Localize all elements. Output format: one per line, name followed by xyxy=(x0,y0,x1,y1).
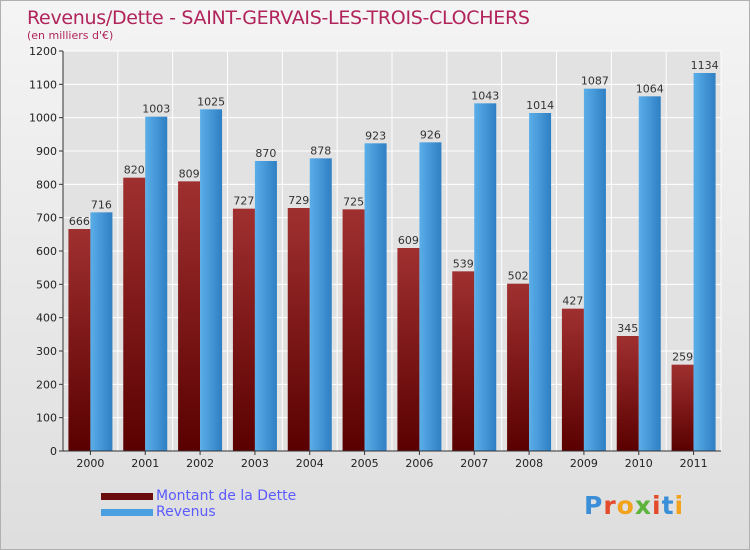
y-tick-label: 700 xyxy=(36,212,57,225)
data-label-debt: 729 xyxy=(288,194,309,207)
y-tick-label: 300 xyxy=(36,345,57,358)
bar-debt xyxy=(397,248,420,451)
bar-debt xyxy=(671,364,694,451)
legend-item-debt: Montant de la Dette xyxy=(101,488,296,504)
bar-revenus xyxy=(529,113,552,451)
legend-swatch-revenus xyxy=(101,508,153,516)
data-label-revenus: 1043 xyxy=(471,89,499,102)
bar-debt xyxy=(342,209,365,451)
data-label-revenus: 1014 xyxy=(526,99,554,112)
x-tick-label: 2004 xyxy=(296,457,324,470)
logo-letter: x xyxy=(634,491,652,520)
x-tick-label: 2000 xyxy=(76,457,104,470)
bar-debt xyxy=(68,229,91,451)
data-label-debt: 727 xyxy=(233,195,254,208)
legend-item-revenus: Revenus xyxy=(101,504,296,520)
data-label-revenus: 923 xyxy=(365,129,386,142)
y-tick-label: 200 xyxy=(36,378,57,391)
bar-debt xyxy=(561,308,584,451)
x-tick-label: 2003 xyxy=(241,457,269,470)
x-tick-label: 2005 xyxy=(351,457,379,470)
legend: Montant de la Dette Revenus xyxy=(101,488,296,520)
bar-revenus xyxy=(583,88,606,452)
bar-debt xyxy=(287,208,310,451)
data-label-debt: 345 xyxy=(617,322,638,335)
chart-subtitle: (en milliers d'€) xyxy=(27,29,114,42)
bar-debt xyxy=(232,208,255,451)
x-tick-label: 2007 xyxy=(460,457,488,470)
logo-letter: P xyxy=(584,491,604,520)
bar-debt xyxy=(616,336,639,451)
y-tick-label: 600 xyxy=(36,245,57,258)
bar-debt xyxy=(507,283,530,451)
data-label-debt: 502 xyxy=(508,270,529,283)
bar-revenus xyxy=(254,161,277,451)
y-tick-label: 100 xyxy=(36,412,57,425)
data-label-revenus: 870 xyxy=(255,147,276,160)
y-tick-label: 400 xyxy=(36,312,57,325)
logo-letter: o xyxy=(616,491,635,520)
x-tick-label: 2006 xyxy=(405,457,433,470)
x-tick-label: 2009 xyxy=(570,457,598,470)
y-tick-label: 1200 xyxy=(29,45,57,58)
data-label-debt: 809 xyxy=(179,167,200,180)
bar-revenus xyxy=(145,116,168,452)
axes: 0 100 200 300 400 500 600 700 800 900 1000 1100 1200… xyxy=(29,45,721,470)
logo-letter: i xyxy=(652,491,662,520)
bar-revenus xyxy=(364,143,387,452)
y-tick-label: 0 xyxy=(50,445,57,458)
grid-lines xyxy=(62,50,722,452)
bar-revenus xyxy=(693,73,716,451)
bar-revenus xyxy=(638,96,661,451)
bar-revenus xyxy=(90,212,113,451)
data-label-debt: 725 xyxy=(343,195,364,208)
data-label-revenus: 1134 xyxy=(691,59,719,72)
x-tick-label: 2008 xyxy=(515,457,543,470)
legend-swatch-debt xyxy=(101,492,153,500)
y-tick-label: 1100 xyxy=(29,78,57,91)
data-label-revenus: 878 xyxy=(310,144,331,157)
proxiti-logo: Proxiti xyxy=(584,491,684,520)
y-tick-label: 900 xyxy=(36,145,57,158)
data-label-debt: 609 xyxy=(398,234,419,247)
x-tick-label: 2011 xyxy=(680,457,708,470)
data-label-debt: 666 xyxy=(69,215,90,228)
chart-title: Revenus/Dette - SAINT-GERVAIS-LES-TROIS-… xyxy=(27,7,530,29)
logo-letter: r xyxy=(603,491,617,520)
bar-debt xyxy=(178,181,201,452)
logo-letter: t xyxy=(661,491,675,520)
bar-revenus xyxy=(474,103,497,451)
data-label-debt: 259 xyxy=(672,351,693,364)
bar-revenus xyxy=(200,109,223,451)
data-label-revenus: 1025 xyxy=(197,95,225,108)
data-label-debt: 427 xyxy=(562,295,583,308)
bar-revenus xyxy=(419,142,442,452)
logo-letter: i xyxy=(674,491,685,520)
data-label-revenus: 1087 xyxy=(581,75,609,88)
x-tick-label: 2010 xyxy=(625,457,653,470)
y-tick-label: 500 xyxy=(36,278,57,291)
data-label-revenus: 926 xyxy=(420,128,441,141)
data-label-debt: 820 xyxy=(124,164,145,177)
x-tick-label: 2002 xyxy=(186,457,214,470)
data-label-revenus: 716 xyxy=(91,198,112,211)
data-label-revenus: 1003 xyxy=(142,103,170,116)
y-tick-label: 1000 xyxy=(29,112,57,125)
bar-debt xyxy=(123,177,146,451)
x-tick-label: 2001 xyxy=(131,457,159,470)
legend-label-revenus: Revenus xyxy=(156,504,216,520)
data-label-revenus: 1064 xyxy=(636,82,664,95)
bar-debt xyxy=(452,271,475,451)
legend-label-debt: Montant de la Dette xyxy=(156,488,297,504)
data-label-debt: 539 xyxy=(453,257,474,270)
bar-revenus xyxy=(309,158,332,452)
y-tick-label: 800 xyxy=(36,178,57,191)
